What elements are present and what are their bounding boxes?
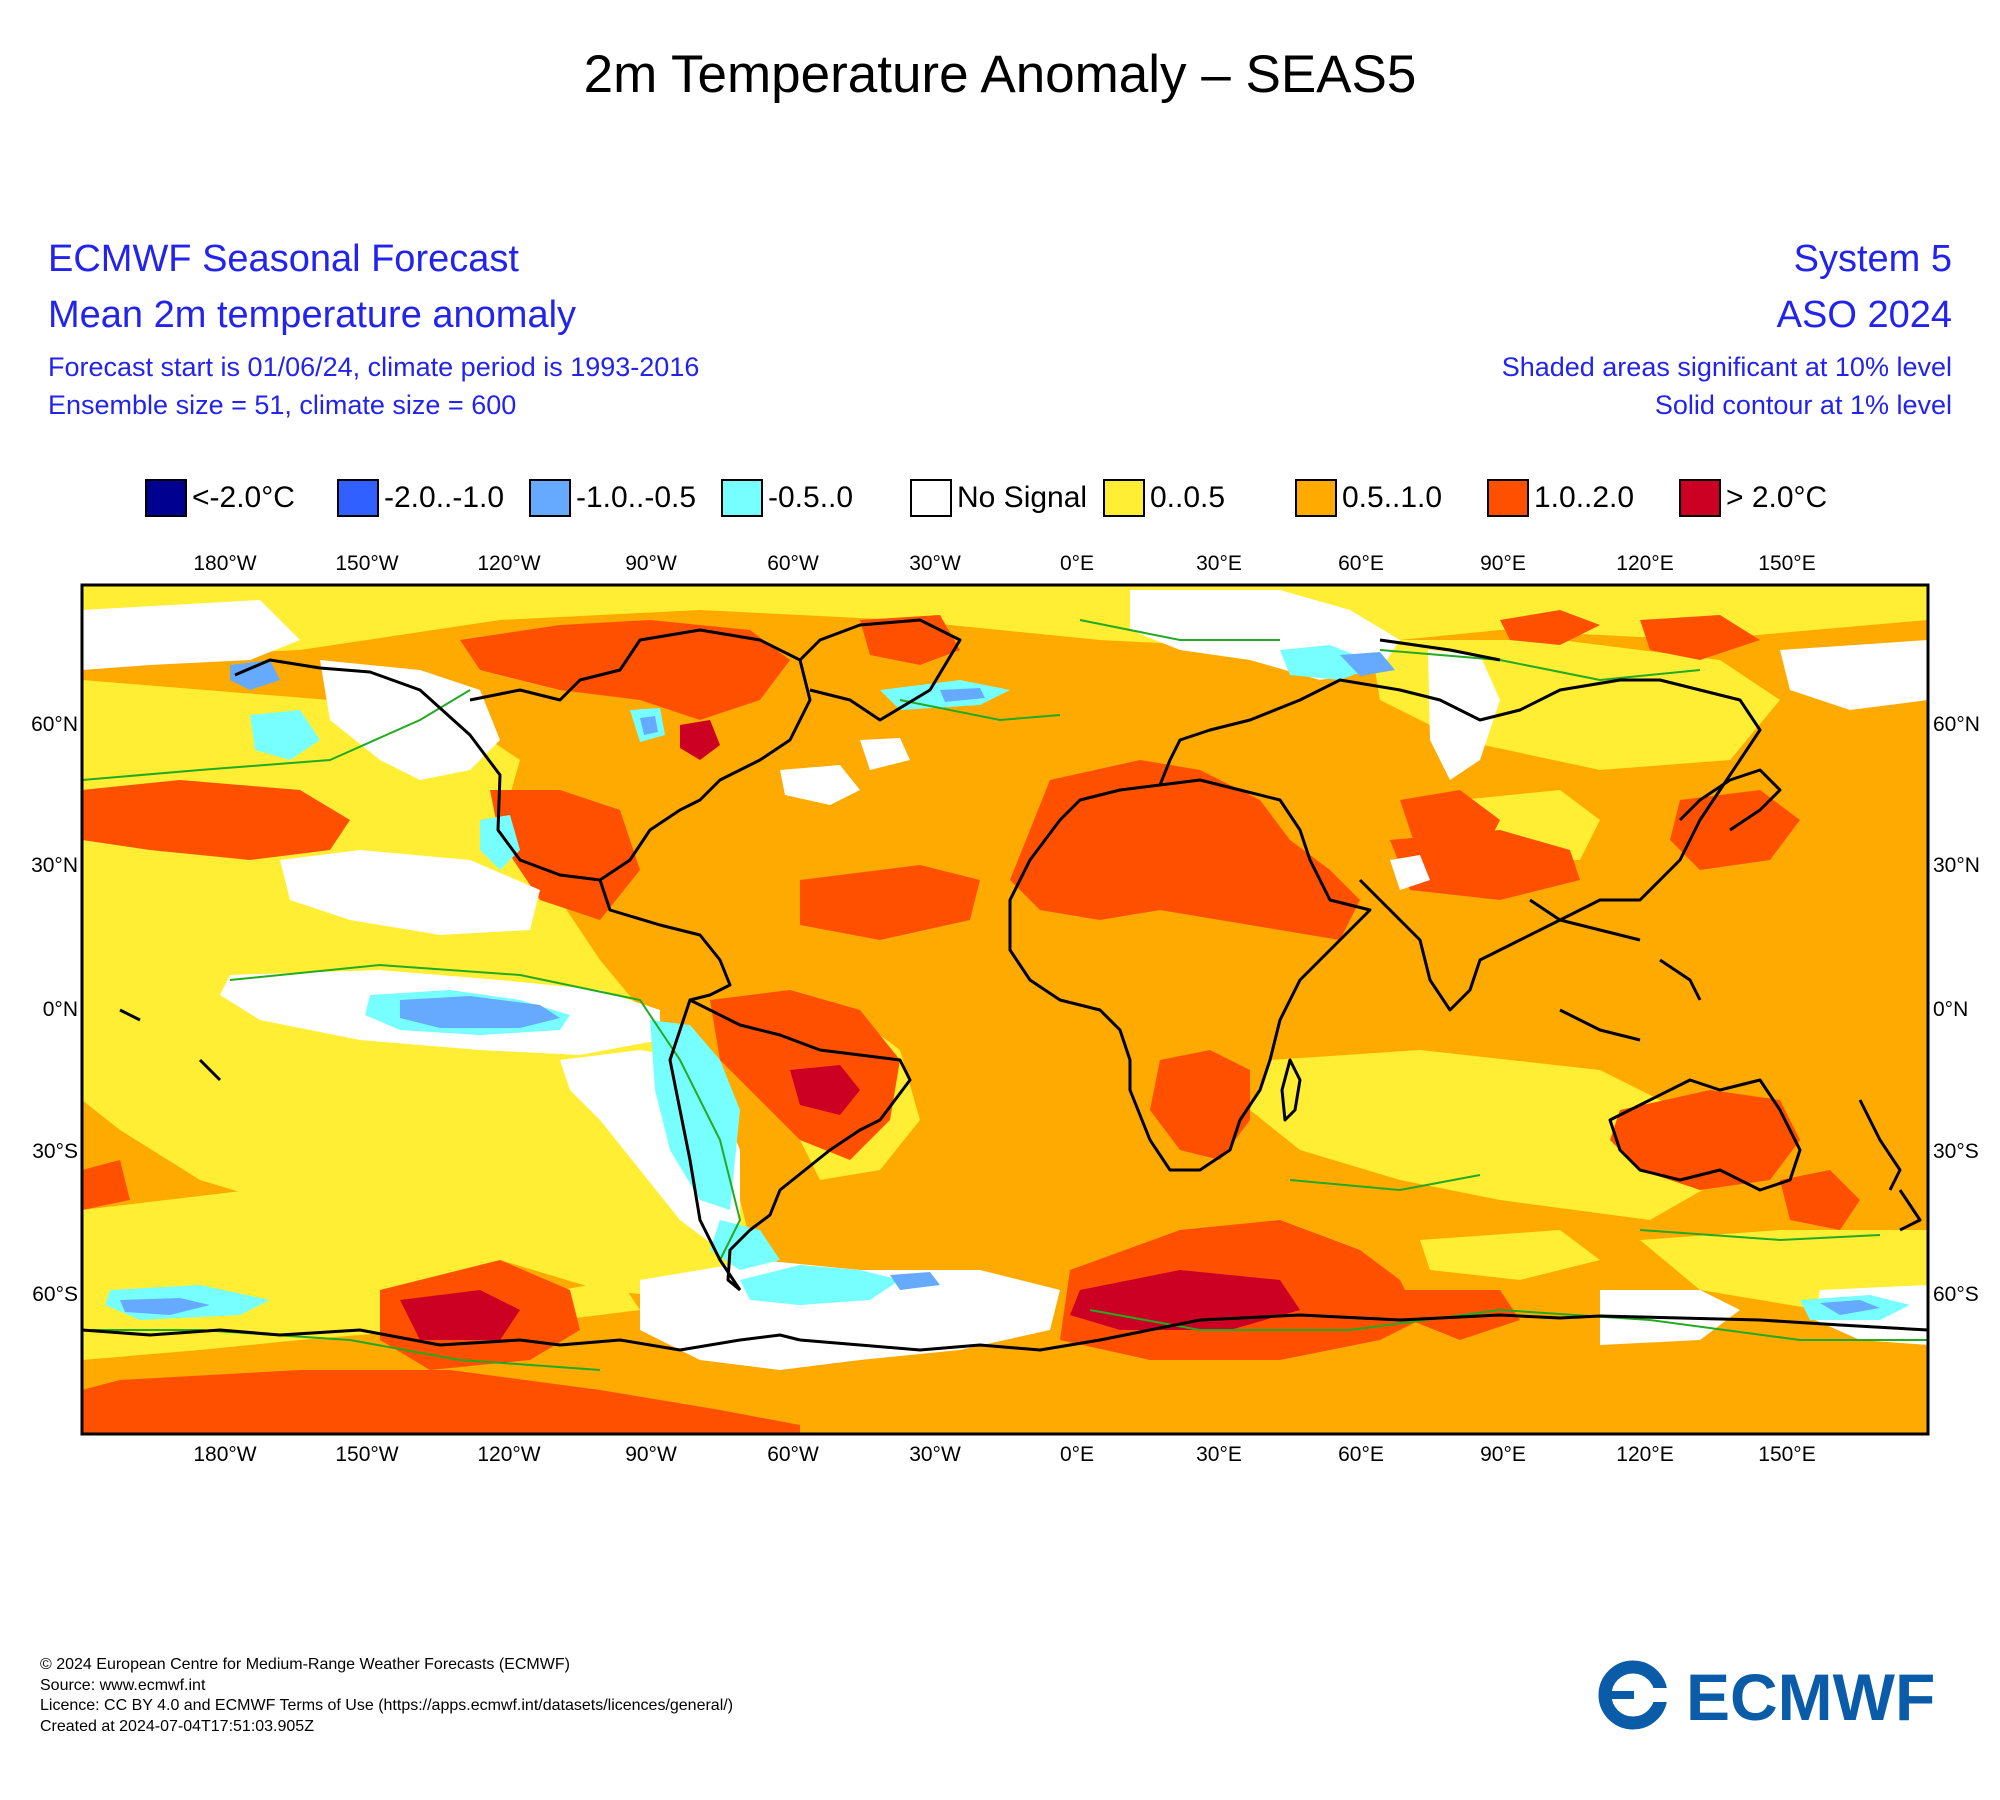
legend-swatch bbox=[1679, 479, 1721, 517]
coastlines bbox=[82, 618, 1928, 1352]
legend-label: -0.5..0 bbox=[768, 481, 854, 514]
lat-label: 0°N bbox=[43, 998, 78, 1021]
very-high-anomaly-regions bbox=[400, 720, 1300, 1340]
lon-label: 0°E bbox=[1060, 552, 1094, 575]
lon-label: 60°W bbox=[767, 1443, 819, 1466]
lon-labels-top: 180°W 150°W 120°W 90°W 60°W 30°W 0°E 30°… bbox=[193, 552, 1815, 575]
map-field bbox=[82, 585, 1928, 1434]
lon-label: 180°W bbox=[193, 552, 256, 575]
ecmwf-logo: ECMWF bbox=[1598, 1660, 1935, 1730]
forecast-variable-title: Mean 2m temperature anomaly bbox=[48, 294, 577, 336]
lon-label: 120°E bbox=[1616, 552, 1673, 575]
lon-label: 60°E bbox=[1338, 552, 1384, 575]
lon-label: 120°W bbox=[477, 1443, 540, 1466]
lon-labels-bottom: 180°W 150°W 120°W 90°W 60°W 30°W 0°E 30°… bbox=[193, 1443, 1815, 1466]
ensemble-size-info: Ensemble size = 51, climate size = 600 bbox=[48, 390, 517, 420]
mid-negative-regions bbox=[120, 652, 1880, 1315]
lon-label: 60°W bbox=[767, 552, 819, 575]
footer-credits: © 2024 European Centre for Medium-Range … bbox=[40, 1655, 733, 1737]
created-line: Created at 2024-07-04T17:51:03.905Z bbox=[40, 1717, 314, 1735]
color-legend: <-2.0°C -2.0..-1.0 -1.0..-0.5 -0.5..0 No… bbox=[0, 475, 2000, 521]
lat-label: 60°N bbox=[1933, 713, 1980, 736]
legend-swatch bbox=[1103, 479, 1145, 517]
lat-label: 30°S bbox=[1933, 1140, 1979, 1163]
legend-label: -2.0..-1.0 bbox=[384, 481, 505, 514]
lon-label: 60°E bbox=[1338, 1443, 1384, 1466]
legend-swatch bbox=[145, 479, 187, 517]
lon-label: 90°E bbox=[1480, 1443, 1526, 1466]
legend-swatch bbox=[529, 479, 571, 517]
significance-note: Shaded areas significant at 10% level bbox=[1501, 352, 1952, 382]
legend-item-below-minus-2: <-2.0°C bbox=[145, 475, 295, 521]
lon-label: 90°E bbox=[1480, 552, 1526, 575]
lon-label: 30°W bbox=[909, 552, 961, 575]
legend-label: <-2.0°C bbox=[192, 481, 295, 514]
lon-label: 120°W bbox=[477, 552, 540, 575]
map-frame bbox=[80, 583, 1930, 1436]
lat-label: 60°S bbox=[1933, 1283, 1979, 1306]
legend-label: 0..0.5 bbox=[1150, 481, 1226, 514]
legend-label: > 2.0°C bbox=[1726, 481, 1828, 514]
lon-label: 90°W bbox=[625, 552, 677, 575]
lat-label: 30°N bbox=[1933, 854, 1980, 877]
lat-label: 60°N bbox=[31, 713, 78, 736]
logo-emblem-icon bbox=[1598, 1660, 1673, 1730]
forecast-product-title: ECMWF Seasonal Forecast bbox=[48, 238, 519, 280]
legend-swatch bbox=[910, 479, 952, 517]
lon-label: 120°E bbox=[1616, 1443, 1673, 1466]
copyright-line: © 2024 European Centre for Medium-Range … bbox=[40, 1656, 570, 1673]
licence-line: Licence: CC BY 4.0 and ECMWF Terms of Us… bbox=[40, 1697, 734, 1714]
legend-item-minus-half-to-zero: -0.5..0 bbox=[721, 475, 853, 521]
lon-label: 150°E bbox=[1758, 1443, 1815, 1466]
lon-label: 30°E bbox=[1196, 1443, 1242, 1466]
lat-label: 30°N bbox=[31, 854, 78, 877]
legend-item-zero-to-half: 0..0.5 bbox=[1103, 475, 1225, 521]
lon-label: 30°E bbox=[1196, 552, 1242, 575]
forecast-start-info: Forecast start is 01/06/24, climate peri… bbox=[48, 352, 700, 382]
system-label: System 5 bbox=[1793, 238, 1952, 280]
legend-label: 1.0..2.0 bbox=[1534, 481, 1635, 514]
legend-item-minus-1-to-minus-half: -1.0..-0.5 bbox=[529, 475, 696, 521]
lat-label: 0°N bbox=[1933, 998, 1968, 1021]
lon-label: 30°W bbox=[909, 1443, 961, 1466]
lon-label: 150°W bbox=[335, 552, 398, 575]
legend-item-above-2: > 2.0°C bbox=[1679, 475, 1827, 521]
legend-label: -1.0..-0.5 bbox=[576, 481, 697, 514]
lon-label: 180°W bbox=[193, 1443, 256, 1466]
legend-swatch bbox=[337, 479, 379, 517]
page-title: 2m Temperature Anomaly – SEAS5 bbox=[583, 45, 1417, 104]
anomaly-map: 180°W 150°W 120°W 90°W 60°W 30°W 0°E 30°… bbox=[31, 552, 1980, 1466]
lon-label: 150°W bbox=[335, 1443, 398, 1466]
legend-label: No Signal bbox=[957, 481, 1088, 514]
lon-label: 0°E bbox=[1060, 1443, 1094, 1466]
lat-label: 30°S bbox=[32, 1140, 78, 1163]
legend-swatch bbox=[1487, 479, 1529, 517]
source-line: Source: www.ecmwf.int bbox=[40, 1676, 206, 1694]
legend-label: 0.5..1.0 bbox=[1342, 481, 1443, 514]
contour-note: Solid contour at 1% level bbox=[1654, 390, 1952, 420]
lat-label: 60°S bbox=[32, 1283, 78, 1306]
logo-wordmark: ECMWF bbox=[1686, 1660, 1935, 1730]
significance-contours bbox=[82, 619, 1928, 1371]
season-label: ASO 2024 bbox=[1776, 294, 1952, 336]
lon-label: 90°W bbox=[625, 1443, 677, 1466]
legend-swatch bbox=[721, 479, 763, 517]
legend-item-one-to-two: 1.0..2.0 bbox=[1487, 475, 1634, 521]
legend-swatch bbox=[1295, 479, 1337, 517]
legend-item-minus-2-to-minus-1: -2.0..-1.0 bbox=[337, 475, 504, 521]
lat-labels-left: 60°N 30°N 0°N 30°S 60°S bbox=[31, 713, 78, 1306]
lat-labels-right: 60°N 30°N 0°N 30°S 60°S bbox=[1933, 713, 1980, 1306]
legend-item-half-to-one: 0.5..1.0 bbox=[1295, 475, 1442, 521]
lon-label: 150°E bbox=[1758, 552, 1815, 575]
legend-item-no-signal: No Signal bbox=[910, 475, 1087, 521]
